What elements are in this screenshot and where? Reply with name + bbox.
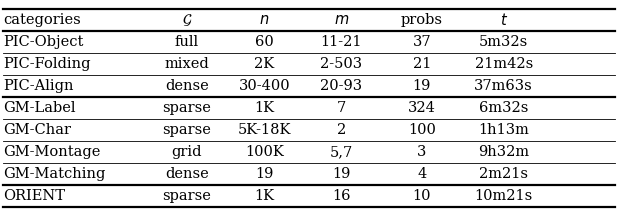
Text: PIC-Align: PIC-Align xyxy=(3,79,74,93)
Text: 5m32s: 5m32s xyxy=(479,35,528,49)
Text: PIC-Object: PIC-Object xyxy=(3,35,83,49)
Text: 324: 324 xyxy=(408,101,436,115)
Text: $\mathcal{G}$: $\mathcal{G}$ xyxy=(182,12,192,28)
Text: 4: 4 xyxy=(417,167,426,181)
Text: 100K: 100K xyxy=(245,145,284,159)
Text: sparse: sparse xyxy=(163,189,211,203)
Text: 2-503: 2-503 xyxy=(320,57,363,71)
Text: 2K: 2K xyxy=(254,57,274,71)
Text: 19: 19 xyxy=(413,79,431,93)
Text: full: full xyxy=(175,35,199,49)
Text: 11-21: 11-21 xyxy=(321,35,362,49)
Text: $t$: $t$ xyxy=(499,12,508,28)
Text: grid: grid xyxy=(172,145,202,159)
Text: PIC-Folding: PIC-Folding xyxy=(3,57,91,71)
Text: 3: 3 xyxy=(417,145,426,159)
Text: 37: 37 xyxy=(412,35,431,49)
Text: 30-400: 30-400 xyxy=(239,79,290,93)
Text: 1h13m: 1h13m xyxy=(478,123,529,137)
Text: GM-Matching: GM-Matching xyxy=(3,167,106,181)
Text: GM-Montage: GM-Montage xyxy=(3,145,101,159)
Text: 19: 19 xyxy=(255,167,273,181)
Text: mixed: mixed xyxy=(164,57,210,71)
Text: 9h32m: 9h32m xyxy=(478,145,529,159)
Text: dense: dense xyxy=(165,167,209,181)
Text: sparse: sparse xyxy=(163,101,211,115)
Text: 21m42s: 21m42s xyxy=(475,57,533,71)
Text: 10: 10 xyxy=(413,189,431,203)
Text: 37m63s: 37m63s xyxy=(474,79,533,93)
Text: 1K: 1K xyxy=(254,101,274,115)
Text: 2m21s: 2m21s xyxy=(479,167,528,181)
Text: sparse: sparse xyxy=(163,123,211,137)
Text: dense: dense xyxy=(165,79,209,93)
Text: 100: 100 xyxy=(408,123,436,137)
Text: 20-93: 20-93 xyxy=(320,79,363,93)
Text: 2: 2 xyxy=(337,123,346,137)
Text: 60: 60 xyxy=(255,35,274,49)
Text: 16: 16 xyxy=(332,189,350,203)
Text: $n$: $n$ xyxy=(259,13,269,27)
Text: 1K: 1K xyxy=(254,189,274,203)
Text: 21: 21 xyxy=(413,57,431,71)
Text: probs: probs xyxy=(401,13,442,27)
Text: categories: categories xyxy=(3,13,81,27)
Text: 10m21s: 10m21s xyxy=(475,189,533,203)
Text: 5K-18K: 5K-18K xyxy=(237,123,291,137)
Text: GM-Label: GM-Label xyxy=(3,101,75,115)
Text: ORIENT: ORIENT xyxy=(3,189,65,203)
Text: 7: 7 xyxy=(337,101,346,115)
Text: 6m32s: 6m32s xyxy=(479,101,528,115)
Text: 19: 19 xyxy=(332,167,350,181)
Text: 5,7: 5,7 xyxy=(330,145,353,159)
Text: $m$: $m$ xyxy=(334,13,349,27)
Text: GM-Char: GM-Char xyxy=(3,123,71,137)
